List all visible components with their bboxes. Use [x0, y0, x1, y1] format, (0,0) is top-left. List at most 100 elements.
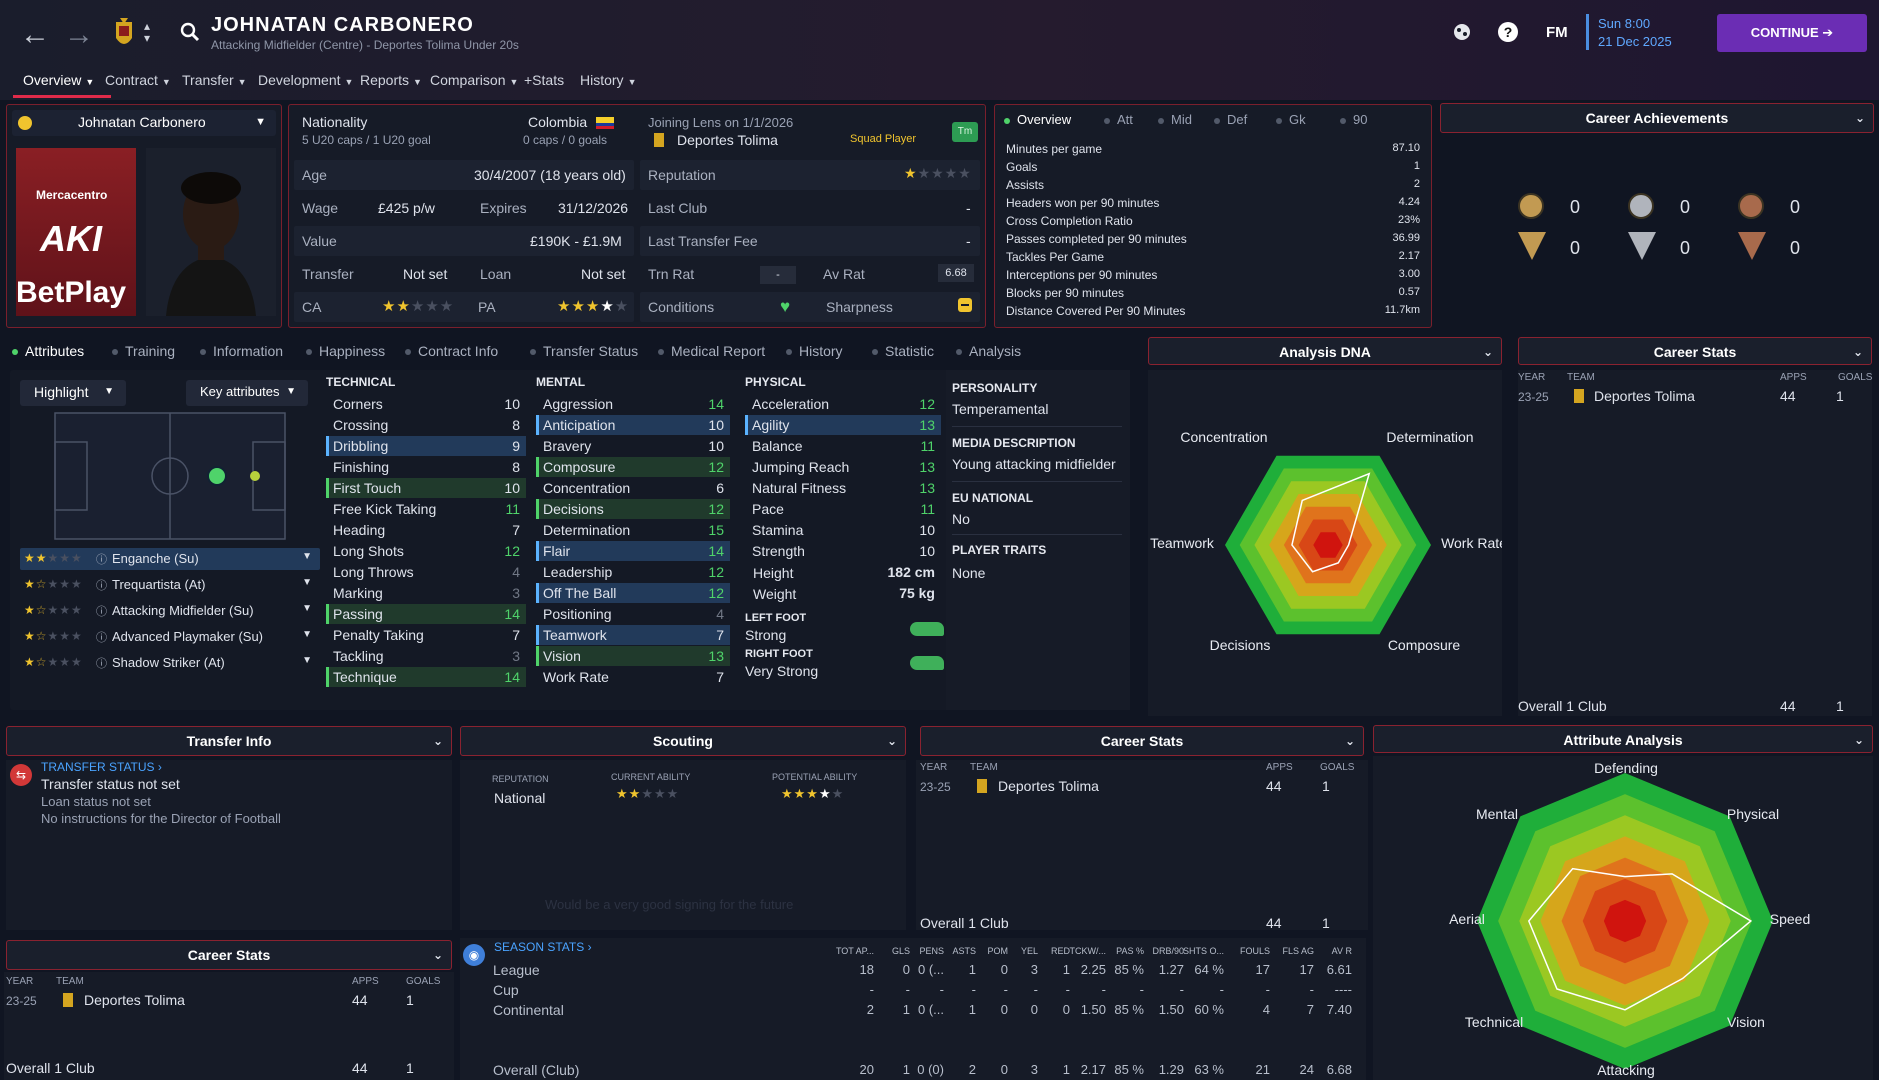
attribute-finishing[interactable]: Finishing 8: [326, 457, 526, 477]
physical-weight-value: 75 kg: [899, 585, 935, 601]
attribute-off-the-ball[interactable]: Off The Ball 12: [536, 583, 730, 603]
club-crest-icon[interactable]: [112, 16, 136, 52]
tab-statistic[interactable]: Statistic: [872, 343, 934, 359]
transfer-market-badge[interactable]: Tm: [952, 122, 978, 142]
overview-tab-1[interactable]: Att: [1104, 112, 1133, 127]
attribute-marking[interactable]: Marking 3: [326, 583, 526, 603]
role-row[interactable]: ★★★★★ ⓘ Enganche (Su) ▼: [20, 548, 320, 570]
attribute-aggression[interactable]: Aggression 14: [536, 394, 730, 414]
attribute-composure[interactable]: Composure 12: [536, 457, 730, 477]
attribute-decisions[interactable]: Decisions 12: [536, 499, 730, 519]
back-arrow-icon[interactable]: ←: [20, 18, 50, 51]
attribute-anticipation[interactable]: Anticipation 10: [536, 415, 730, 435]
attribute-analysis-header[interactable]: Attribute Analysis ⌄: [1373, 725, 1873, 753]
overview-tab-label: Overview: [1017, 112, 1072, 127]
tab-transferstatus[interactable]: Transfer Status: [530, 343, 638, 359]
attribute-flair[interactable]: Flair 14: [536, 541, 730, 561]
career-team[interactable]: Deportes Tolima: [998, 778, 1099, 794]
tab-training[interactable]: Training: [112, 343, 175, 359]
career-stats-header-bottom[interactable]: Career Stats ⌄: [6, 940, 452, 970]
tab-contractinfo[interactable]: Contract Info: [405, 343, 498, 359]
attribute-long-throws[interactable]: Long Throws 4: [326, 562, 526, 582]
highlight-dropdown[interactable]: Highlight ▼: [20, 380, 126, 406]
overview-stat-value: 2: [1413, 178, 1420, 190]
attribute-tackling[interactable]: Tackling 3: [326, 646, 526, 666]
attribute-first-touch[interactable]: First Touch 10: [326, 478, 526, 498]
attribute-teamwork[interactable]: Teamwork 7: [536, 625, 730, 645]
menu-comparison[interactable]: Comparison ▼: [430, 72, 519, 88]
attribute-value: 6: [716, 480, 724, 496]
attribute-crossing[interactable]: Crossing 8: [326, 415, 526, 435]
tab-medicalreport[interactable]: Medical Report: [658, 343, 765, 359]
attribute-balance[interactable]: Balance 11: [745, 436, 941, 456]
role-row[interactable]: ★☆★★★ ⓘ Attacking Midfielder (Su) ▼: [20, 600, 320, 622]
career-team[interactable]: Deportes Tolima: [1594, 388, 1695, 404]
overview-tab-2[interactable]: Mid: [1158, 112, 1192, 127]
player-select-dropdown[interactable]: Johnatan Carbonero ▼: [12, 110, 276, 136]
attribute-corners[interactable]: Corners 10: [326, 394, 526, 414]
tab-history[interactable]: History: [786, 343, 843, 359]
menu-reports[interactable]: Reports ▼: [360, 72, 422, 88]
key-attributes-dropdown[interactable]: Key attributes ▼: [186, 380, 308, 406]
role-row[interactable]: ★☆★★★ ⓘ Trequartista (At) ▼: [20, 574, 320, 596]
attribute-determination[interactable]: Determination 15: [536, 520, 730, 540]
analysis-dna-header[interactable]: Analysis DNA ⌄: [1148, 337, 1502, 365]
tab-information[interactable]: Information: [200, 343, 283, 359]
attribute-jumping-reach[interactable]: Jumping Reach 13: [745, 457, 941, 477]
menu-development[interactable]: Development ▼: [258, 72, 354, 88]
attribute-agility[interactable]: Agility 13: [745, 415, 941, 435]
tab-happiness[interactable]: Happiness: [306, 343, 385, 359]
overview-tab-4[interactable]: Gk: [1276, 112, 1306, 127]
career-achievements-header[interactable]: Career Achievements ⌄: [1440, 103, 1874, 133]
attribute-positioning[interactable]: Positioning 4: [536, 604, 730, 624]
attribute-long-shots[interactable]: Long Shots 12: [326, 541, 526, 561]
attribute-penalty-taking[interactable]: Penalty Taking 7: [326, 625, 526, 645]
attribute-value: 13: [919, 459, 935, 475]
attribute-heading[interactable]: Heading 7: [326, 520, 526, 540]
attribute-pace[interactable]: Pace 11: [745, 499, 941, 519]
career-stats-header-right[interactable]: Career Stats ⌄: [1518, 337, 1872, 365]
season-col-header: FLS AG: [1282, 946, 1314, 956]
attribute-acceleration[interactable]: Acceleration 12: [745, 394, 941, 414]
career-team[interactable]: Deportes Tolima: [84, 992, 185, 1008]
chevron-down-icon: ⌄: [1853, 733, 1864, 747]
attribute-passing[interactable]: Passing 14: [326, 604, 526, 624]
globe-icon[interactable]: [1452, 22, 1472, 42]
attribute-vision[interactable]: Vision 13: [536, 646, 730, 666]
attribute-concentration[interactable]: Concentration 6: [536, 478, 730, 498]
menu-overview[interactable]: Overview ▼: [23, 72, 95, 88]
season-stats-link[interactable]: SEASON STATS ›: [494, 940, 592, 954]
forward-arrow-icon[interactable]: →: [64, 18, 94, 51]
menu-history[interactable]: History ▼: [580, 72, 637, 88]
search-icon[interactable]: [180, 22, 200, 42]
continue-button[interactable]: CONTINUE ➔: [1717, 14, 1867, 52]
menu-stats[interactable]: +Stats: [524, 72, 565, 88]
role-row[interactable]: ★☆★★★ ⓘ Advanced Playmaker (Su) ▼: [20, 626, 320, 648]
chevron-down-icon: ⌄: [432, 734, 443, 748]
attribute-work-rate[interactable]: Work Rate 7: [536, 667, 730, 687]
help-icon[interactable]: ?: [1498, 22, 1518, 42]
overview-tab-5[interactable]: 90: [1340, 112, 1367, 127]
menu-transfer[interactable]: Transfer ▼: [182, 72, 247, 88]
role-row[interactable]: ★☆★★★ ⓘ Shadow Striker (At) ▼: [20, 652, 320, 674]
tab-attributes[interactable]: Attributes: [12, 343, 84, 359]
fm-logo[interactable]: FM: [1546, 24, 1568, 41]
overview-tab-0[interactable]: Overview: [1004, 112, 1071, 127]
overview-tab-3[interactable]: Def: [1214, 112, 1247, 127]
career-stats-header-middle[interactable]: Career Stats ⌄: [920, 726, 1364, 756]
attribute-free-kick-taking[interactable]: Free Kick Taking 11: [326, 499, 526, 519]
attribute-strength[interactable]: Strength 10: [745, 541, 941, 561]
attribute-leadership[interactable]: Leadership 12: [536, 562, 730, 582]
transfer-status-link[interactable]: TRANSFER STATUS ›: [41, 760, 162, 774]
switch-player-icon[interactable]: ▴ ▾: [144, 19, 151, 45]
scouting-header[interactable]: Scouting ⌄: [460, 726, 906, 756]
attribute-technique[interactable]: Technique 14: [326, 667, 526, 687]
transfer-info-header[interactable]: Transfer Info ⌄: [6, 726, 452, 756]
tab-analysis[interactable]: Analysis: [956, 343, 1021, 359]
attribute-bravery[interactable]: Bravery 10: [536, 436, 730, 456]
club-name[interactable]: Deportes Tolima: [677, 132, 778, 148]
attribute-natural-fitness[interactable]: Natural Fitness 13: [745, 478, 941, 498]
attribute-stamina[interactable]: Stamina 10: [745, 520, 941, 540]
attribute-dribbling[interactable]: Dribbling 9: [326, 436, 526, 456]
menu-contract[interactable]: Contract ▼: [105, 72, 171, 88]
